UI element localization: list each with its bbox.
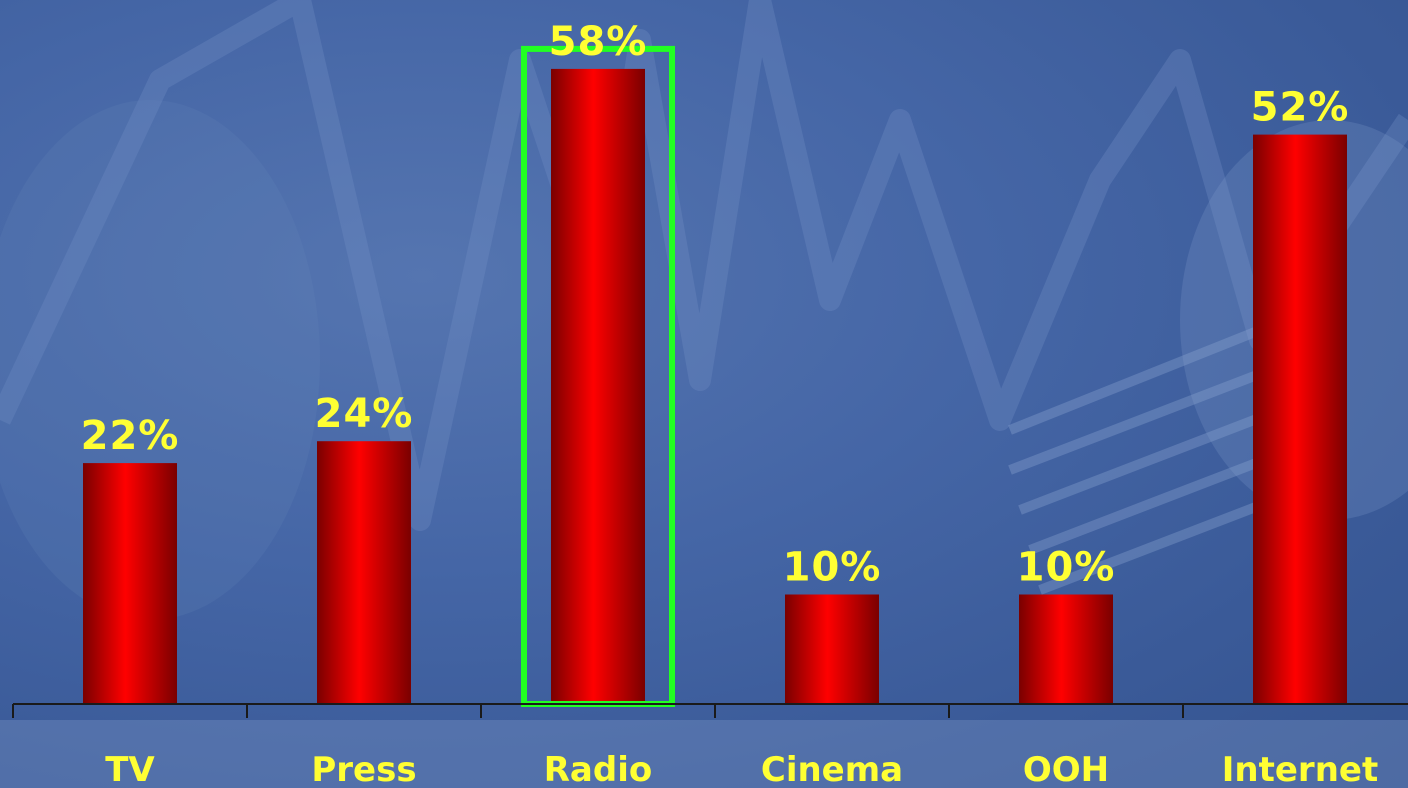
value-label-cinema: 10% [783,545,882,591]
labels-layer: 22% TV 24% Press 58% Radio 10% Cinema 10% OOH 52% I… [81,19,1379,788]
bar-radio [551,68,645,704]
category-label-press: Press [311,750,416,788]
bar-internet [1253,134,1347,705]
x-axis [12,703,1408,718]
bar-tv [83,463,177,704]
category-label-ooh: OOH [1023,750,1109,788]
bar-press [317,441,411,704]
value-label-ooh: 10% [1017,545,1116,591]
value-label-internet: 52% [1251,85,1350,131]
category-label-tv: TV [105,750,155,788]
bar-ooh [1019,594,1113,704]
value-label-press: 24% [315,391,414,437]
bars-layer [83,45,1347,707]
value-label-radio: 58% [549,19,648,65]
bar-cinema [785,594,879,704]
category-label-radio: Radio [544,750,652,788]
category-label-internet: Internet [1222,750,1378,788]
category-label-cinema: Cinema [761,750,903,788]
value-label-tv: 22% [81,413,180,459]
